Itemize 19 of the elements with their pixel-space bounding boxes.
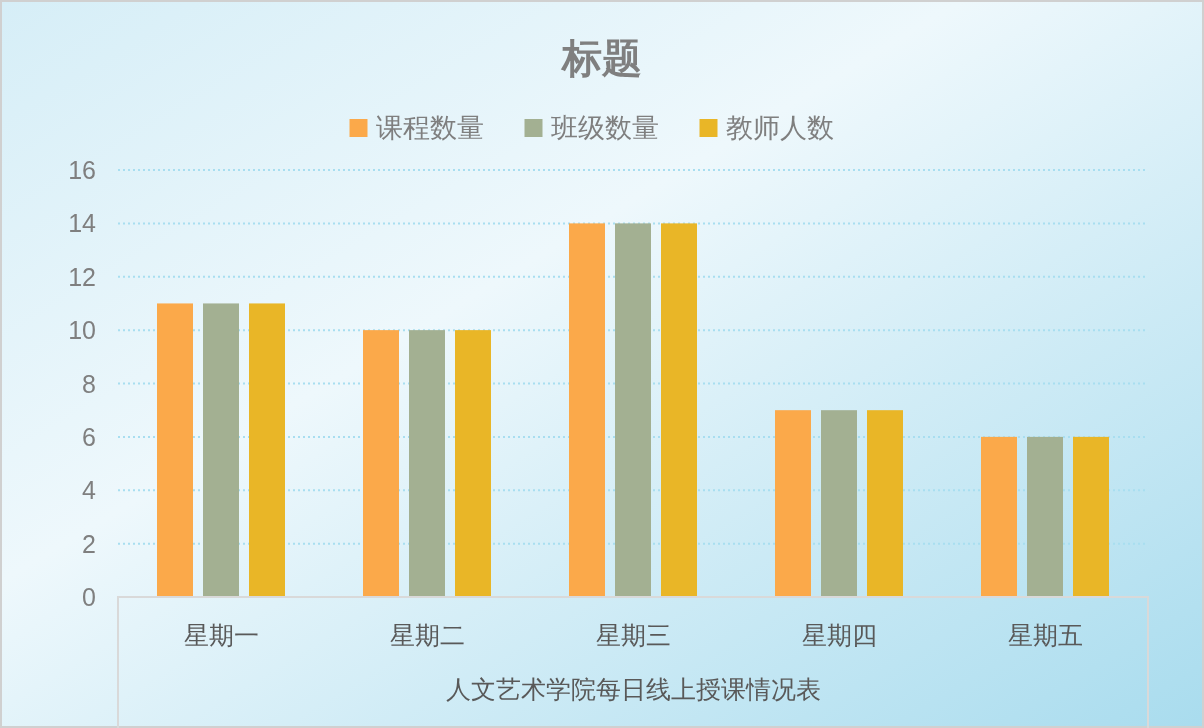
y-tick-label: 2: [82, 529, 96, 558]
x-tick-label: 星期五: [1007, 621, 1083, 649]
y-tick-label: 6: [82, 422, 96, 451]
legend-label: 课程数量: [375, 113, 484, 143]
x-tick-label: 星期三: [595, 621, 671, 649]
y-tick-label: 4: [82, 476, 97, 505]
y-tick-label: 14: [68, 209, 97, 238]
y-tick-label: 8: [82, 369, 96, 398]
chart-title: 标题: [560, 36, 642, 80]
x-tick-label: 星期一: [183, 621, 259, 649]
x-tick-label: 星期四: [801, 621, 877, 649]
y-tick-label: 10: [68, 316, 96, 345]
x-axis-title: 人文艺术学院每日线上授课情况表: [445, 675, 821, 703]
y-tick-label: 0: [82, 583, 96, 611]
legend-label: 班级数量: [550, 113, 659, 143]
x-tick-label: 星期二: [389, 621, 465, 649]
legend-label: 教师人数: [725, 113, 834, 143]
y-tick-label: 16: [68, 156, 96, 184]
y-tick-label: 12: [68, 262, 96, 291]
